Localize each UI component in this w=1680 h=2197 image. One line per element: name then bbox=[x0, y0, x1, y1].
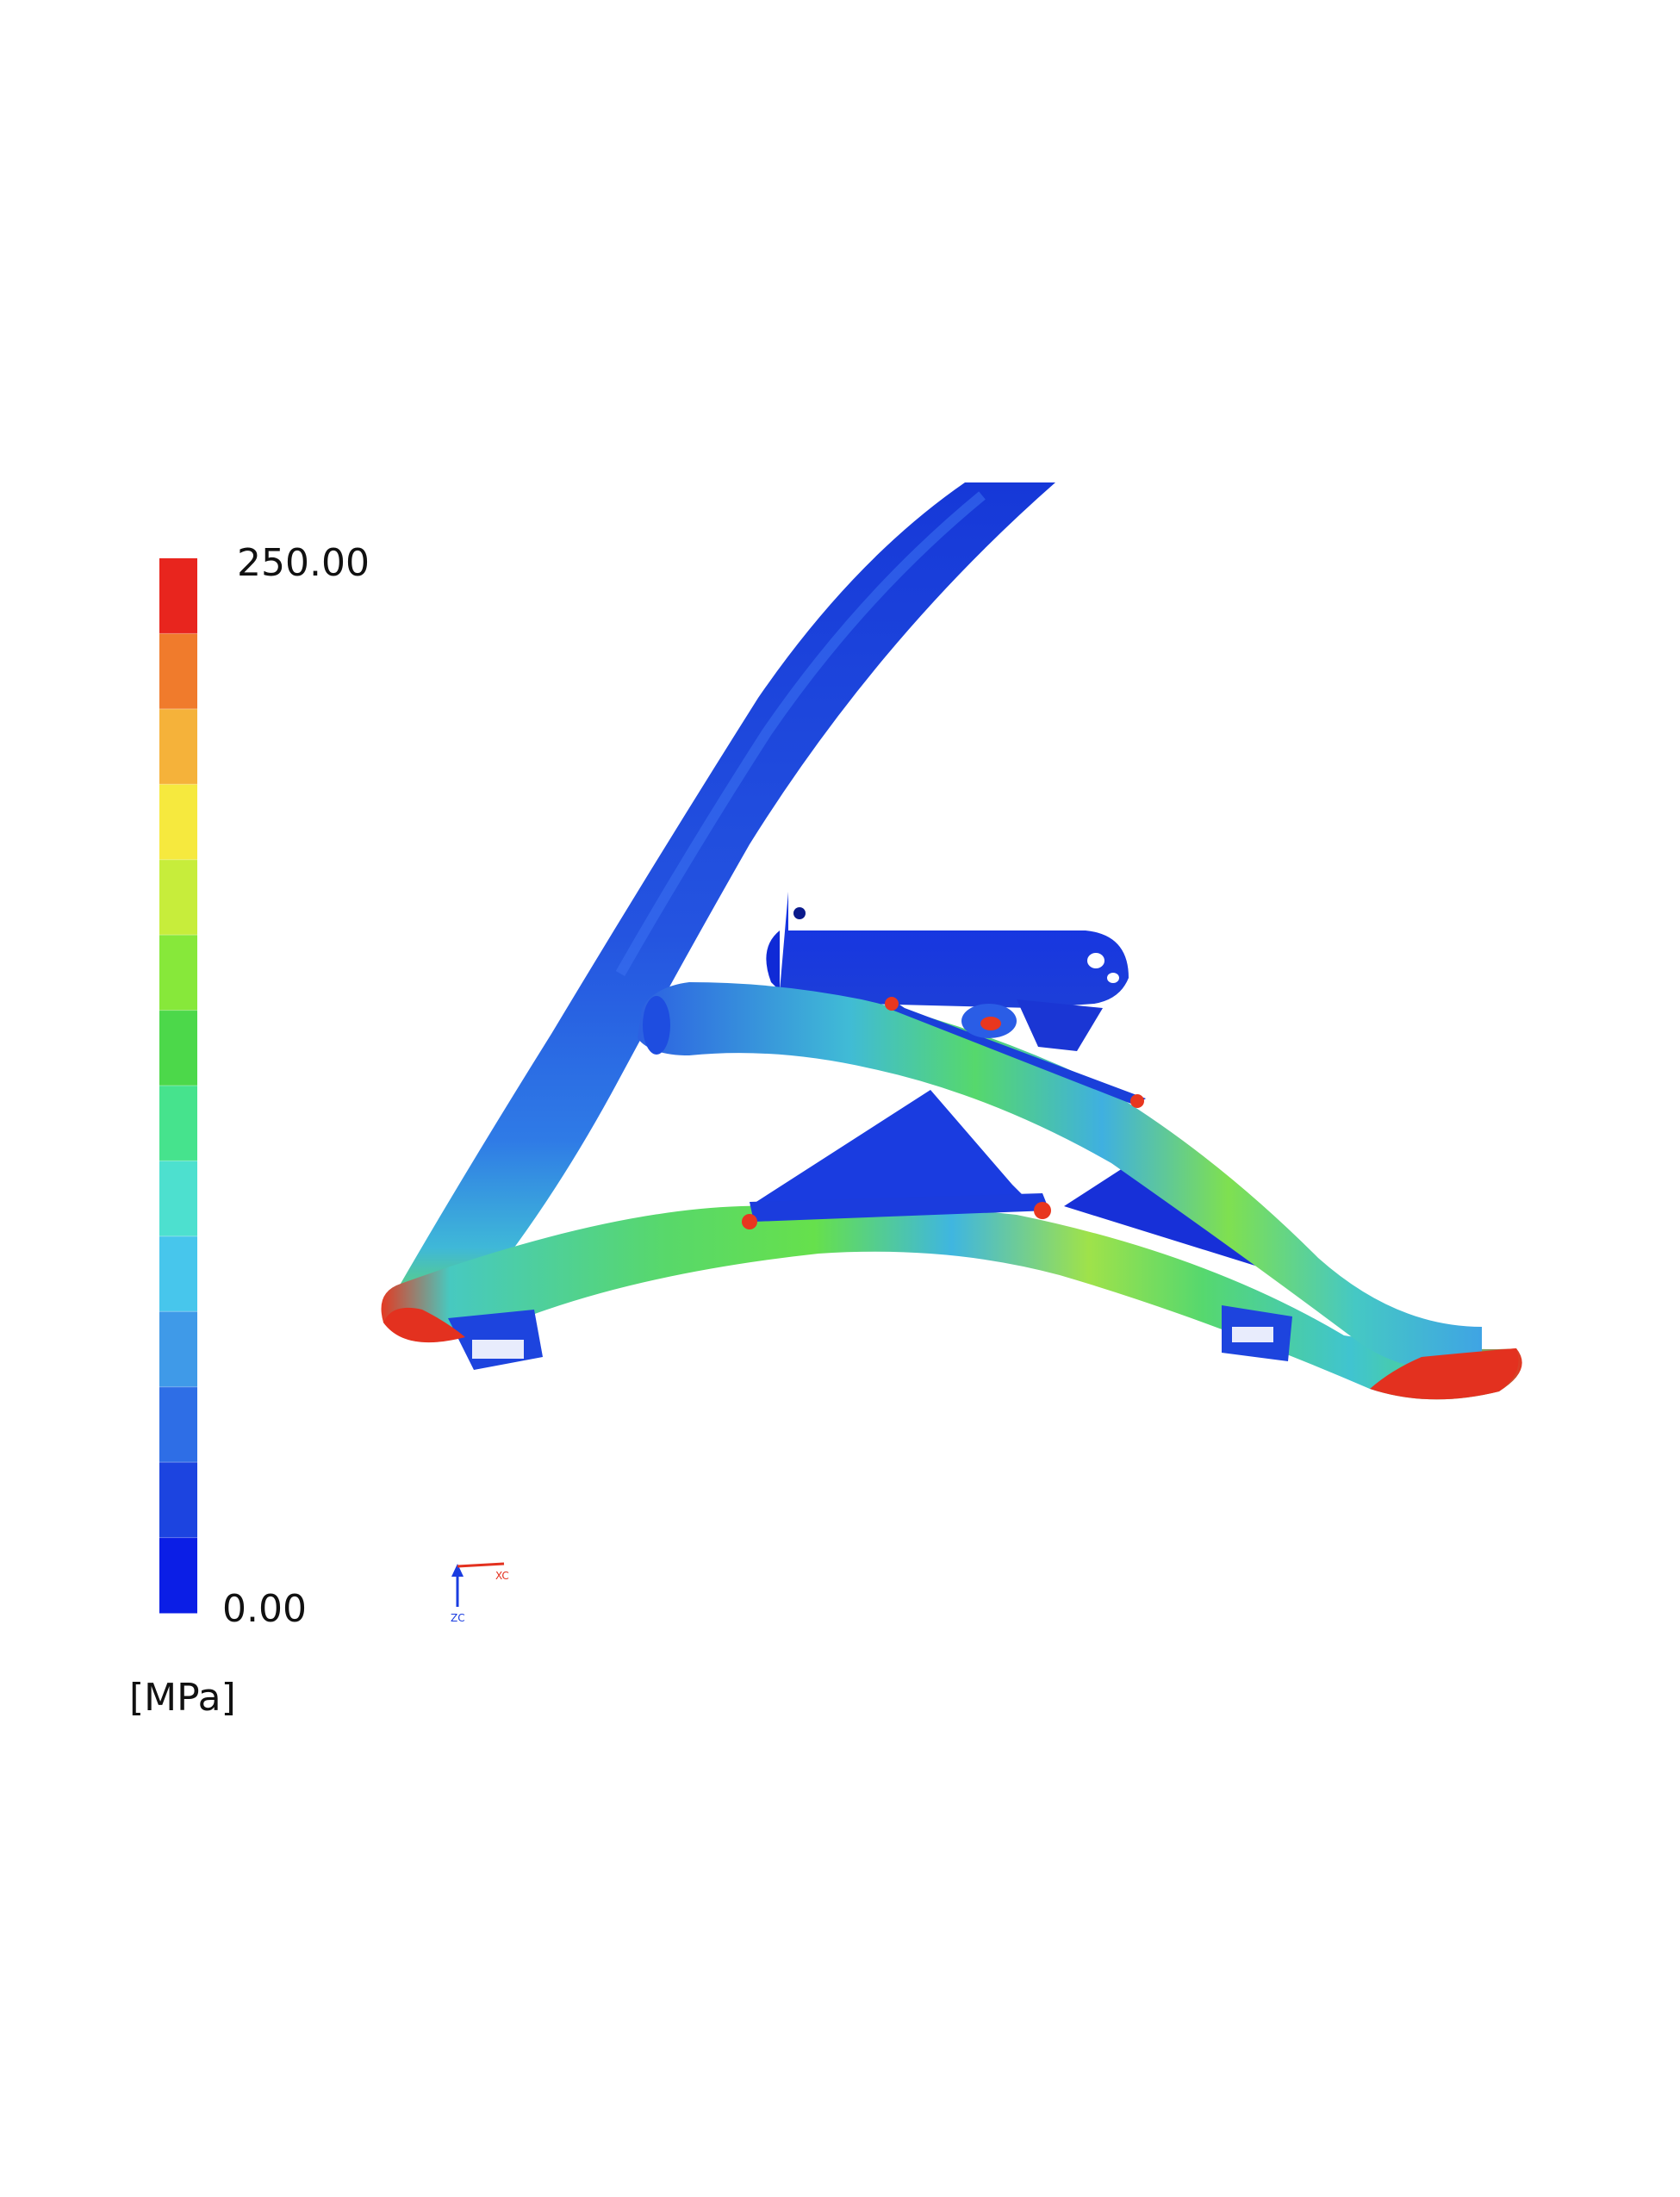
legend-band bbox=[159, 1086, 197, 1161]
coordinate-triad: XC ZC bbox=[451, 1562, 509, 1624]
mount-tab-right bbox=[1222, 1305, 1292, 1361]
bracket-hole bbox=[1087, 953, 1104, 968]
diagonal-tube bbox=[398, 482, 1055, 1305]
legend-band bbox=[159, 1161, 197, 1237]
triad-z-label: ZC bbox=[451, 1612, 465, 1624]
legend-band bbox=[159, 1537, 197, 1614]
tube-end-cap bbox=[643, 996, 670, 1055]
mount-tab-left bbox=[448, 1310, 543, 1370]
bottom-tube bbox=[381, 1204, 1522, 1400]
bracket-rail bbox=[892, 999, 1146, 1105]
mounting-bracket bbox=[766, 892, 1129, 1051]
legend-unit-label: [MPa] bbox=[129, 1676, 236, 1720]
legend-band bbox=[159, 1386, 197, 1463]
legend-band bbox=[159, 1462, 197, 1539]
gusset-plate-lower bbox=[750, 1090, 1030, 1206]
legend-max-label: 250.00 bbox=[237, 541, 370, 585]
bracket-hole bbox=[1107, 973, 1119, 983]
legend-band bbox=[159, 859, 197, 936]
legend-band bbox=[159, 558, 197, 634]
legend-band bbox=[159, 1235, 197, 1312]
gusset-plate-right bbox=[1064, 1159, 1258, 1267]
lower-rail bbox=[750, 1193, 1049, 1222]
legend-band bbox=[159, 784, 197, 861]
bracket-hole bbox=[793, 907, 806, 919]
legend-band bbox=[159, 1311, 197, 1388]
legend-band bbox=[159, 633, 197, 710]
legend-band bbox=[159, 935, 197, 1011]
stress-hotspots bbox=[383, 997, 1519, 1400]
triad-x-label: XC bbox=[495, 1570, 509, 1582]
legend-band bbox=[159, 708, 197, 785]
legend-min-label: 0.00 bbox=[222, 1587, 307, 1631]
legend-band bbox=[159, 1010, 197, 1086]
legend-color-bar bbox=[159, 558, 197, 1614]
upper-cross-tube bbox=[638, 982, 1482, 1372]
